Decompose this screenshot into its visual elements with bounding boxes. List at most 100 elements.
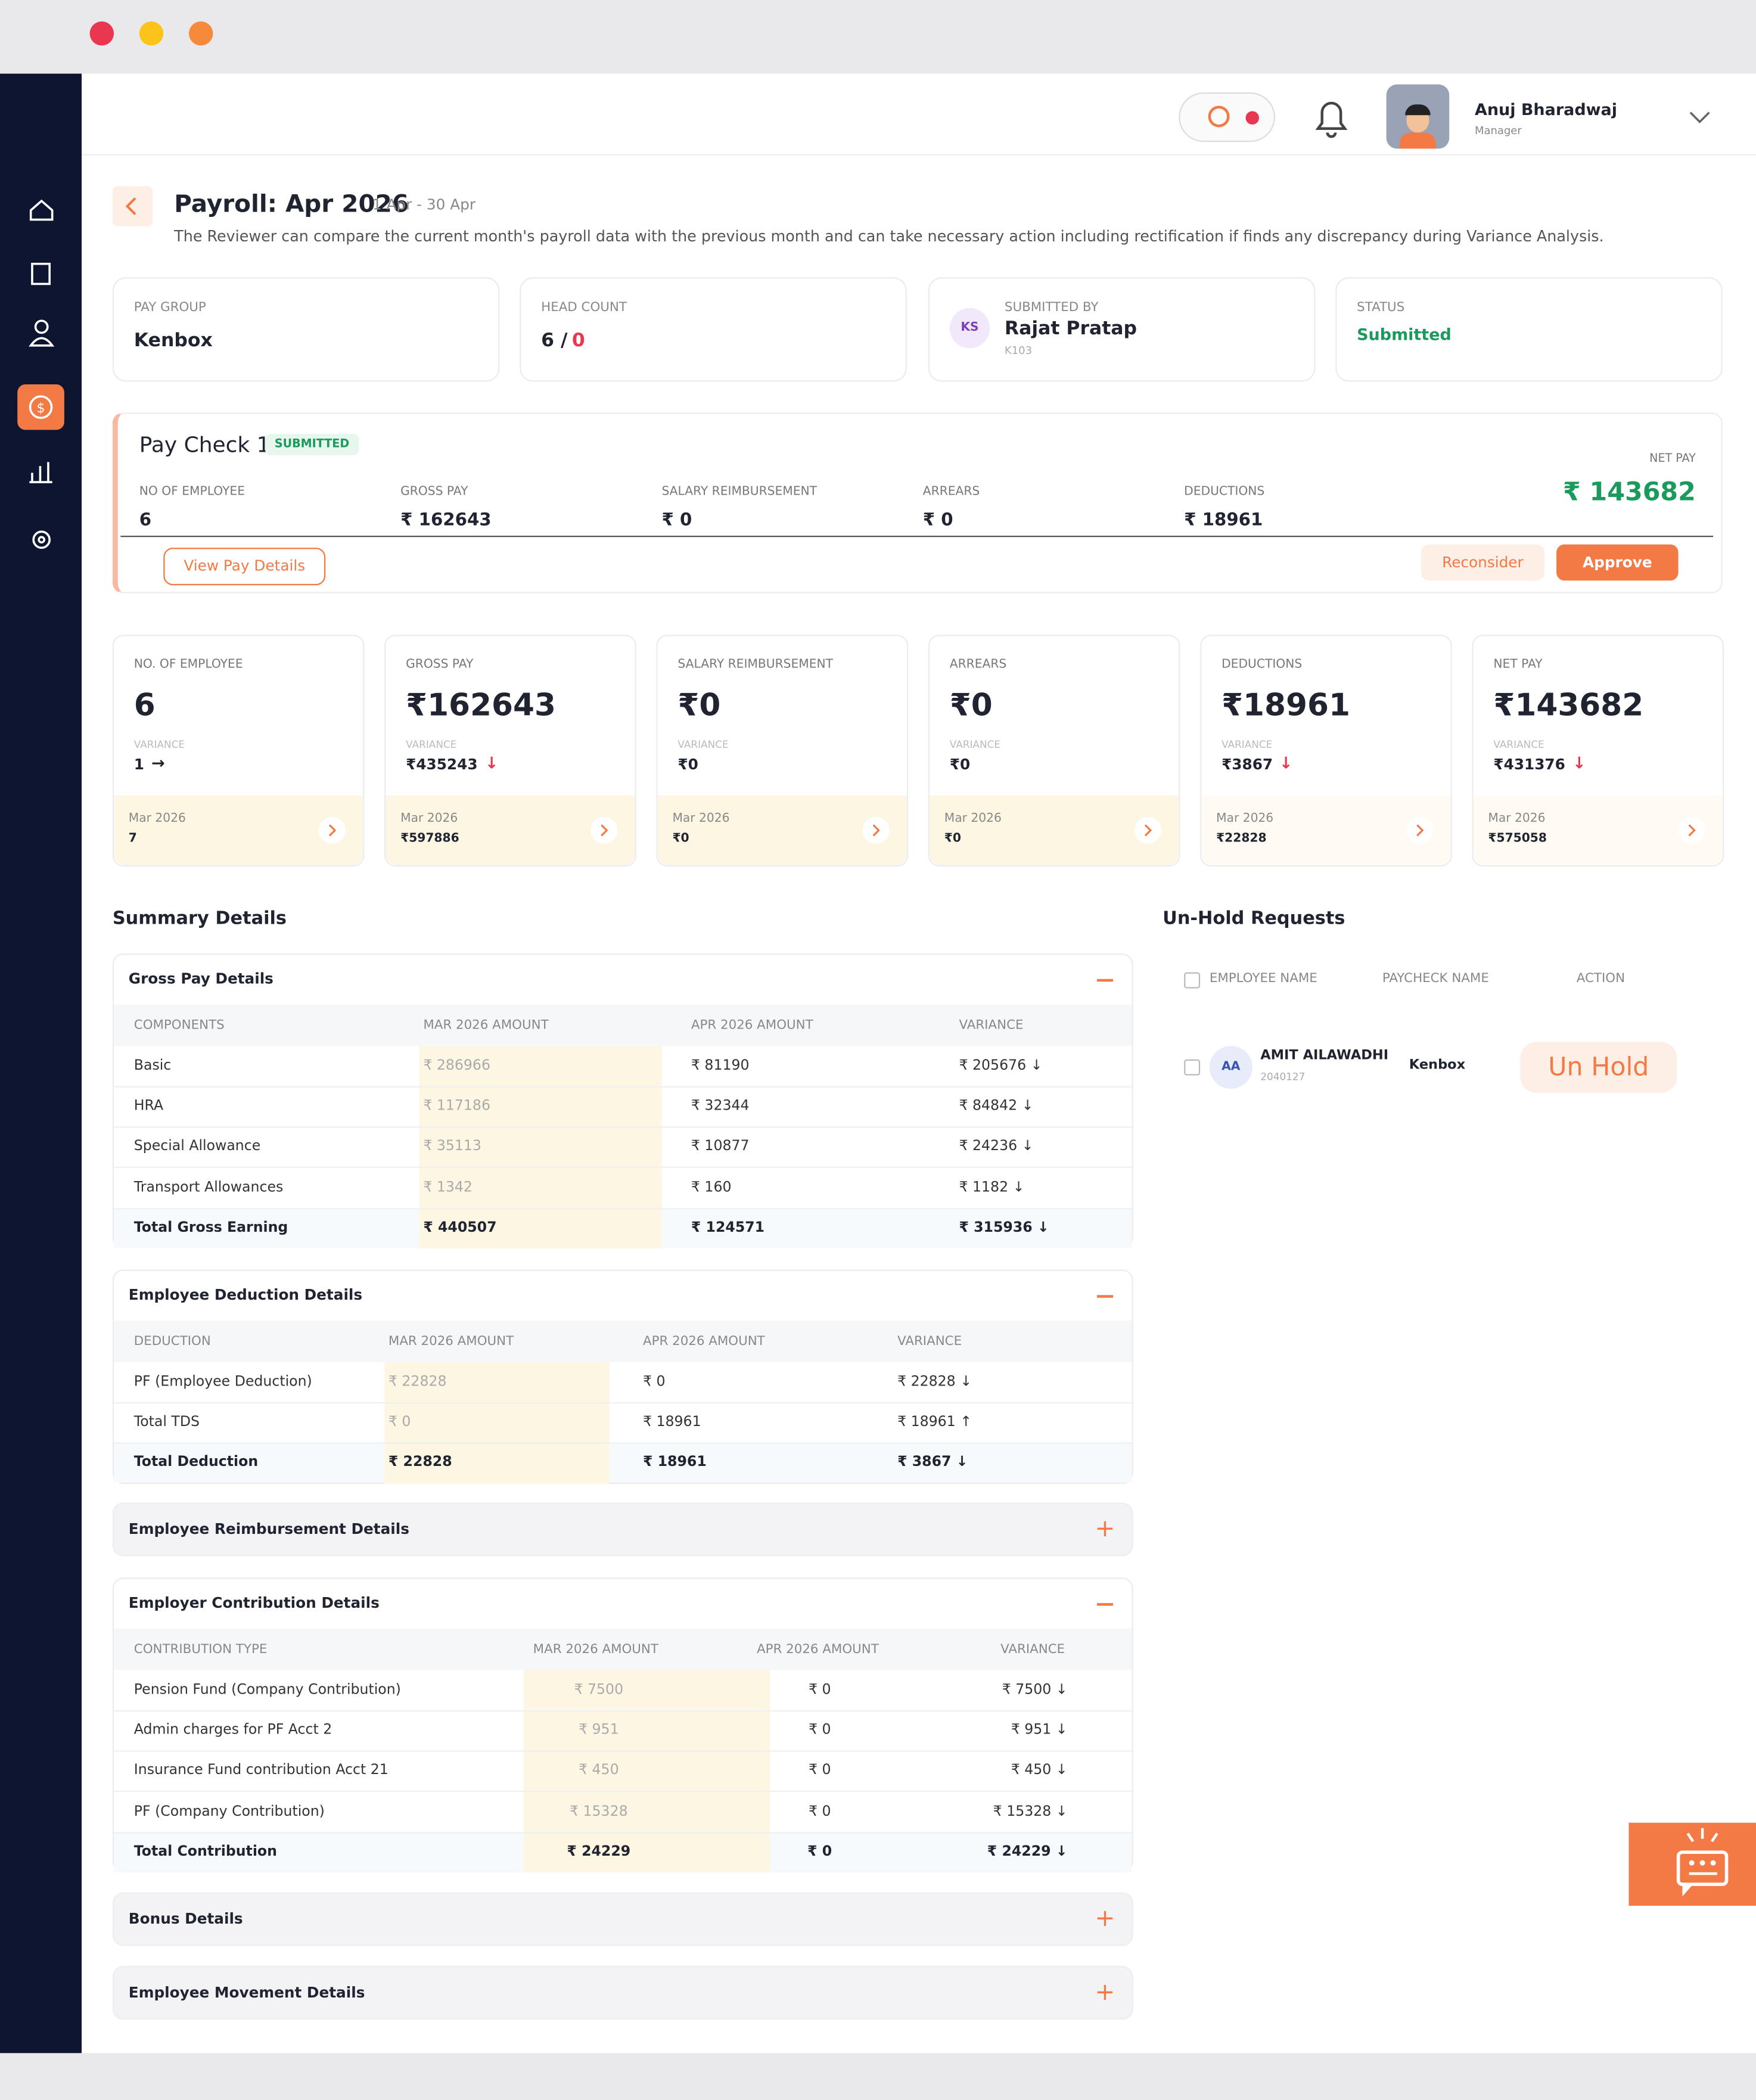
svg-text:$: $ (36, 400, 45, 416)
table-cell: Special Allowance (133, 1138, 261, 1155)
section-title: Employee Reimbursement Details (128, 1520, 409, 1538)
bell-icon[interactable] (1313, 97, 1350, 139)
table-cell: ₹ 286966 (423, 1057, 490, 1074)
date-range: 1 Apr - 30 Apr (372, 196, 476, 214)
window-minimize[interactable] (139, 21, 164, 46)
report-icon[interactable] (29, 462, 52, 483)
prev-value: 7 (128, 832, 137, 846)
table-cell: ₹ 450 (579, 1762, 619, 1779)
column-header: EMPLOYEE NAME (1209, 971, 1317, 986)
timer-pill[interactable] (1179, 92, 1276, 142)
stat-value: ₹0 (949, 688, 993, 724)
building-icon[interactable] (31, 262, 51, 285)
info-label: HEAD COUNT (541, 300, 627, 315)
settings-icon[interactable] (32, 530, 51, 549)
back-button[interactable] (112, 186, 153, 226)
home-icon[interactable] (29, 199, 54, 221)
column-header: APR 2026 AMOUNT (757, 1642, 879, 1657)
table-cell: Insurance Fund contribution Acct 21 (133, 1762, 389, 1779)
chevron (1416, 824, 1424, 837)
table-cell: ₹ 22828 ↓ (897, 1374, 972, 1390)
user-icon[interactable] (34, 319, 49, 334)
stat-label: NO. OF EMPLOYEE (133, 658, 243, 672)
header-divider (82, 154, 1756, 156)
collapse-icon[interactable] (1097, 978, 1114, 981)
table-cell: ₹ 32344 (691, 1098, 750, 1114)
chat-widget[interactable] (1628, 1822, 1756, 1906)
table-cell: ₹ 951 (579, 1722, 619, 1738)
row-divider (114, 1207, 1132, 1209)
expand-circle[interactable] (862, 816, 890, 844)
table-cell: ₹ 0 (388, 1414, 411, 1430)
pay-check-divider (120, 535, 1714, 538)
employee-name: AMIT AILAWADHI (1260, 1048, 1389, 1064)
expand-icon: + (1095, 1978, 1115, 2007)
stat-value: ₹162643 (406, 688, 556, 724)
prev-value: ₹597886 (400, 832, 459, 846)
table-cell: ₹ 0 (808, 1722, 831, 1738)
row-divider (114, 1791, 1132, 1793)
user-name: Anuj Bharadwaj (1474, 100, 1618, 119)
info-value: Kenbox (133, 330, 213, 352)
approve-button[interactable]: Approve (1556, 544, 1679, 581)
variance-arrow: ↓ (1572, 753, 1586, 773)
collapsed-section[interactable] (112, 1966, 1133, 2020)
table-cell: ₹ 7500 (574, 1682, 624, 1698)
window-maximize[interactable] (188, 21, 213, 46)
net-pay-label: NET PAY (1649, 452, 1696, 466)
column-header: PAYCHECK NAME (1382, 971, 1489, 986)
window-close[interactable] (89, 21, 114, 46)
expand-circle[interactable] (319, 816, 346, 844)
view-pay-button[interactable]: View Pay Details (163, 548, 326, 586)
table-cell: ₹ 117186 (423, 1098, 490, 1114)
table-cell: ₹ 35113 (423, 1138, 481, 1155)
variance-label: VARIANCE (949, 738, 1001, 751)
collapse-icon[interactable] (1097, 1295, 1114, 1297)
table-cell: ₹ 124571 (691, 1219, 765, 1236)
total-row-bg (114, 1443, 385, 1483)
reconsider-button[interactable]: Reconsider (1421, 544, 1544, 581)
stat-label: SALARY REIMBURSEMENT (677, 658, 833, 672)
table-cell: ₹ 24229 ↓ (987, 1843, 1068, 1860)
pay-check-title: Pay Check 1 (139, 431, 271, 458)
expand-circle[interactable] (1134, 816, 1161, 844)
table-cell: PF (Employee Deduction) (133, 1374, 312, 1390)
highlight-column (523, 1670, 770, 1872)
stat-label: DEDUCTIONS (1222, 658, 1303, 672)
expand-circle[interactable] (590, 816, 618, 844)
table-cell: Transport Allowances (133, 1179, 284, 1195)
column-header: MAR 2026 AMOUNT (388, 1334, 514, 1349)
unhold-button[interactable]: Un Hold (1520, 1042, 1677, 1093)
stat-value: ₹18961 (1222, 688, 1350, 724)
collapsed-section[interactable] (112, 1502, 1133, 1557)
checkbox[interactable] (1184, 1059, 1201, 1076)
payroll-icon-active[interactable] (17, 384, 64, 430)
stat-value: ₹0 (677, 688, 721, 724)
expand-circle[interactable] (1406, 816, 1434, 844)
chevron (328, 824, 337, 837)
table-cell: ₹ 315936 ↓ (959, 1219, 1049, 1236)
section-title: Gross Pay Details (128, 970, 273, 988)
variance-arrow: ↓ (1279, 753, 1293, 773)
checkbox[interactable] (1184, 972, 1201, 989)
collapsed-section[interactable] (112, 1892, 1133, 1946)
info-card (1335, 277, 1723, 382)
chevron (1144, 824, 1152, 837)
table-cell: Admin charges for PF Acct 2 (133, 1722, 332, 1738)
highlight-column (419, 1046, 662, 1248)
table-cell: Total Gross Earning (133, 1219, 288, 1236)
table-cell: HRA (133, 1098, 164, 1114)
expand-icon: + (1095, 1905, 1115, 1933)
column-header: MAR 2026 AMOUNT (423, 1018, 549, 1033)
column-header: DEDUCTION (133, 1334, 211, 1349)
profile-chevron[interactable] (1687, 110, 1711, 126)
stat-label: NET PAY (1493, 658, 1543, 672)
expand-circle[interactable] (1678, 816, 1705, 844)
column-header-bg (114, 1628, 1132, 1670)
avatar[interactable] (1386, 84, 1450, 149)
page-title: Payroll: Apr 2026 (174, 190, 409, 219)
table-cell: ₹ 81190 (691, 1057, 750, 1074)
section-title: Bonus Details (128, 1910, 243, 1928)
collapse-icon[interactable] (1097, 1603, 1114, 1605)
